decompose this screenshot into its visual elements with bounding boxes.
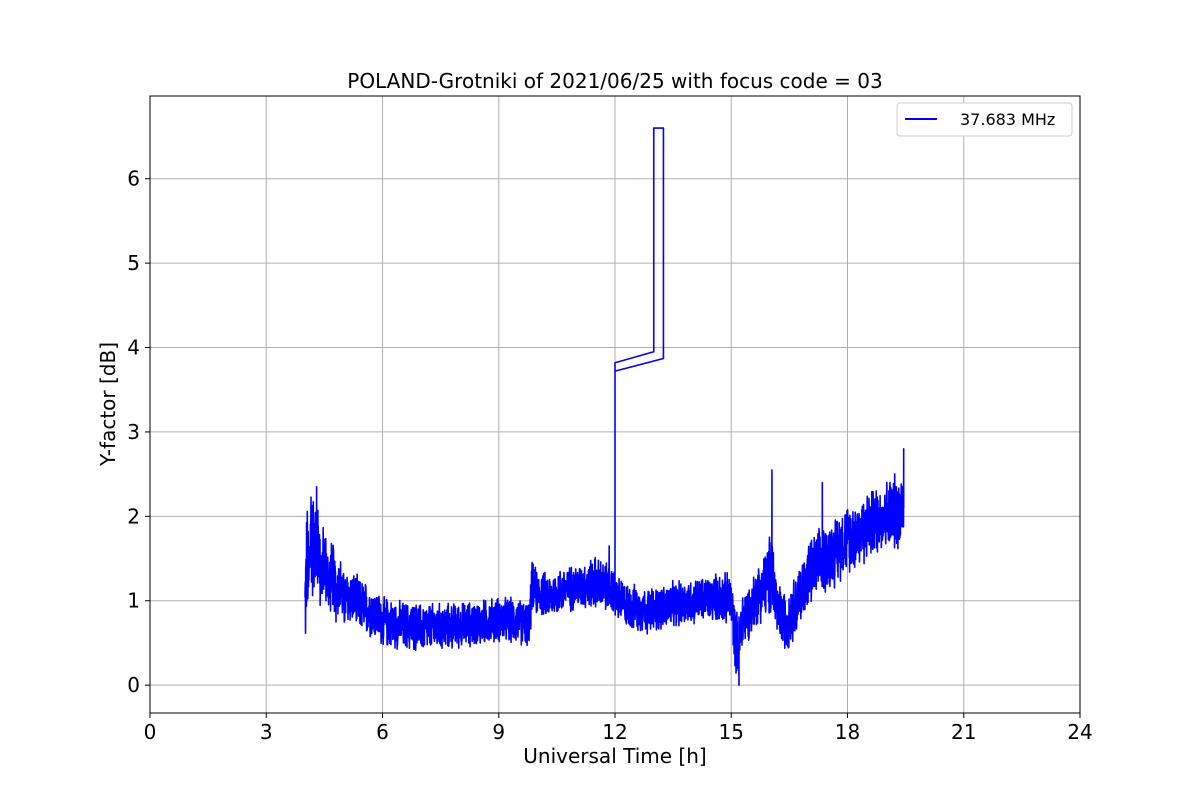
- x-axis-label: Universal Time [h]: [523, 744, 706, 768]
- legend-box: [896, 102, 1073, 137]
- y-axis-label: Y-factor [dB]: [96, 342, 120, 467]
- x-tick-label: 21: [951, 720, 976, 744]
- chart-title: POLAND-Grotniki of 2021/06/25 with focus…: [347, 69, 882, 93]
- x-tick-label: 15: [719, 720, 744, 744]
- x-tick-label: 24: [1067, 720, 1092, 744]
- x-tick-label: 9: [492, 720, 505, 744]
- y-tick-label: 3: [127, 420, 140, 444]
- x-tick-label: 6: [376, 720, 389, 744]
- y-tick-label: 5: [127, 251, 140, 275]
- x-tick-label: 18: [835, 720, 860, 744]
- x-tick-label: 3: [260, 720, 273, 744]
- series-layer: [304, 127, 905, 686]
- x-tick-label: 0: [144, 720, 157, 744]
- x-tick-label: 12: [602, 720, 627, 744]
- legend: 37.683 MHz: [896, 102, 1073, 137]
- legend-label: 37.683 MHz: [960, 110, 1055, 129]
- series-line-37-683-mhz: [304, 127, 905, 686]
- y-tick-label: 1: [127, 589, 140, 613]
- y-tick-label: 0: [127, 673, 140, 697]
- y-tick-label: 4: [127, 336, 140, 360]
- y-tick-label: 2: [127, 504, 140, 528]
- y-tick-label: 6: [127, 167, 140, 191]
